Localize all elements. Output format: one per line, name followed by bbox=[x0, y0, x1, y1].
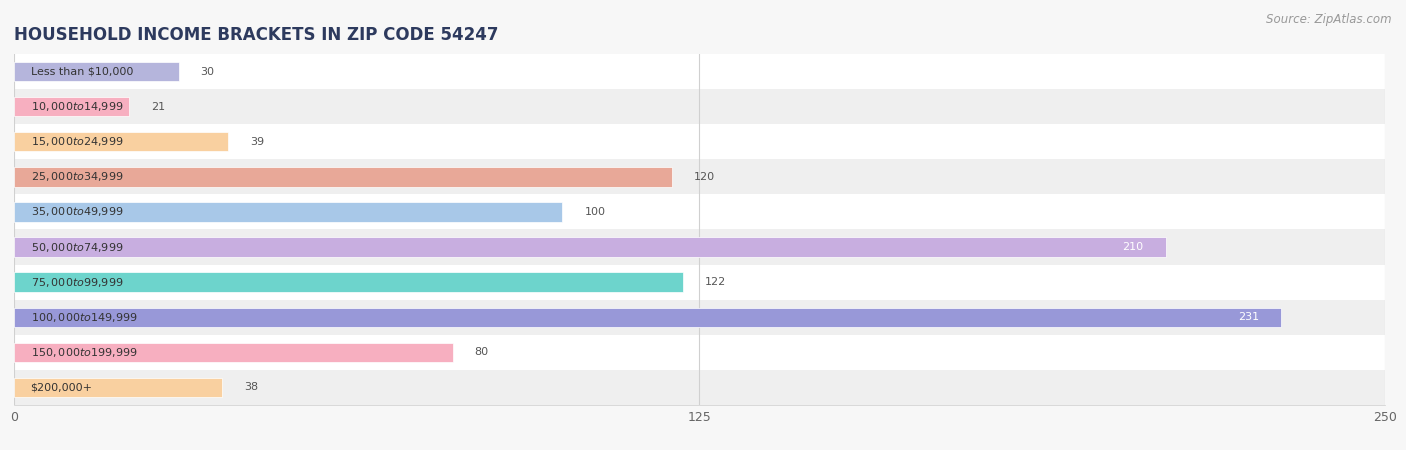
Bar bbox=[14, 124, 1385, 159]
Text: $150,000 to $199,999: $150,000 to $199,999 bbox=[31, 346, 138, 359]
Bar bbox=[14, 167, 672, 186]
Bar bbox=[14, 300, 1385, 335]
Text: 21: 21 bbox=[152, 102, 166, 112]
Text: 38: 38 bbox=[245, 382, 259, 392]
Text: Source: ZipAtlas.com: Source: ZipAtlas.com bbox=[1267, 14, 1392, 27]
Text: 80: 80 bbox=[475, 347, 489, 357]
Text: $100,000 to $149,999: $100,000 to $149,999 bbox=[31, 311, 138, 324]
Bar bbox=[14, 265, 1385, 300]
Bar bbox=[14, 273, 683, 292]
Bar bbox=[14, 378, 222, 397]
Text: 100: 100 bbox=[585, 207, 606, 217]
Text: $75,000 to $99,999: $75,000 to $99,999 bbox=[31, 276, 122, 288]
Bar bbox=[14, 202, 562, 221]
Bar bbox=[14, 230, 1385, 265]
Text: 30: 30 bbox=[201, 67, 215, 76]
Text: Less than $10,000: Less than $10,000 bbox=[31, 67, 134, 76]
Bar bbox=[14, 370, 1385, 405]
Text: $15,000 to $24,999: $15,000 to $24,999 bbox=[31, 135, 122, 148]
Bar bbox=[14, 54, 1385, 89]
Bar bbox=[14, 159, 1385, 194]
Text: $10,000 to $14,999: $10,000 to $14,999 bbox=[31, 100, 122, 113]
Bar bbox=[14, 62, 179, 81]
Text: 210: 210 bbox=[1122, 242, 1143, 252]
Bar bbox=[14, 132, 228, 151]
Bar bbox=[14, 194, 1385, 230]
Text: $50,000 to $74,999: $50,000 to $74,999 bbox=[31, 241, 122, 253]
Bar bbox=[14, 97, 129, 116]
Text: $25,000 to $34,999: $25,000 to $34,999 bbox=[31, 171, 122, 183]
Text: 39: 39 bbox=[250, 137, 264, 147]
Bar bbox=[14, 308, 1281, 327]
Bar bbox=[14, 343, 453, 362]
Text: $35,000 to $49,999: $35,000 to $49,999 bbox=[31, 206, 122, 218]
Text: $200,000+: $200,000+ bbox=[31, 382, 93, 392]
Bar bbox=[14, 89, 1385, 124]
Text: 122: 122 bbox=[704, 277, 727, 287]
Text: 231: 231 bbox=[1237, 312, 1258, 322]
Bar bbox=[14, 238, 1166, 256]
Text: 120: 120 bbox=[695, 172, 716, 182]
Text: HOUSEHOLD INCOME BRACKETS IN ZIP CODE 54247: HOUSEHOLD INCOME BRACKETS IN ZIP CODE 54… bbox=[14, 26, 499, 44]
Bar bbox=[14, 335, 1385, 370]
